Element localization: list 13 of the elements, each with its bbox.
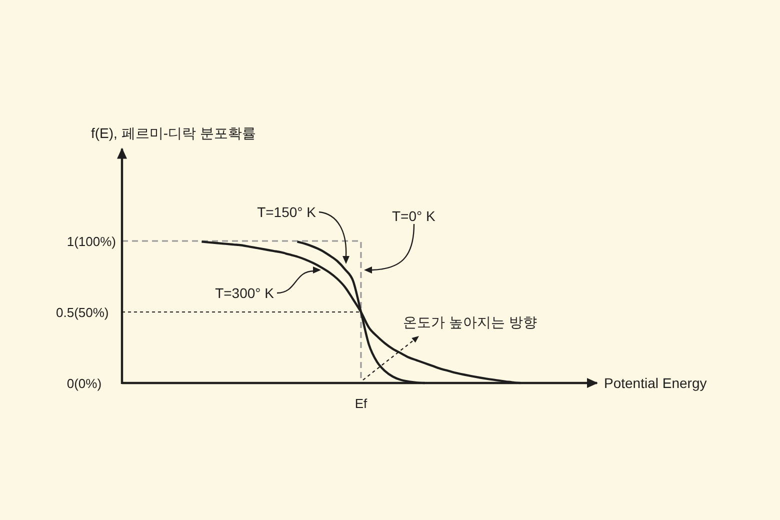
text: (0%) xyxy=(74,376,102,390)
text: T=300° K xyxy=(215,285,275,301)
series-label: T=150° K xyxy=(257,204,317,220)
x-axis-title: Potential Energy xyxy=(604,375,707,391)
y-axis-title: f(E), 페르미-디락 분포확률 xyxy=(91,125,256,141)
text: (100%) xyxy=(74,234,116,248)
text: T=0° K xyxy=(392,208,436,224)
y-tick-label: 0 xyxy=(66,376,74,390)
y-tick-label: 1 xyxy=(66,234,74,248)
x-tick-label: Ef xyxy=(354,396,368,410)
y-tick-label: 0.5 xyxy=(56,304,74,320)
annotation: 온도가 높아지는 방향 xyxy=(403,314,537,330)
text: (50%) xyxy=(74,304,109,320)
